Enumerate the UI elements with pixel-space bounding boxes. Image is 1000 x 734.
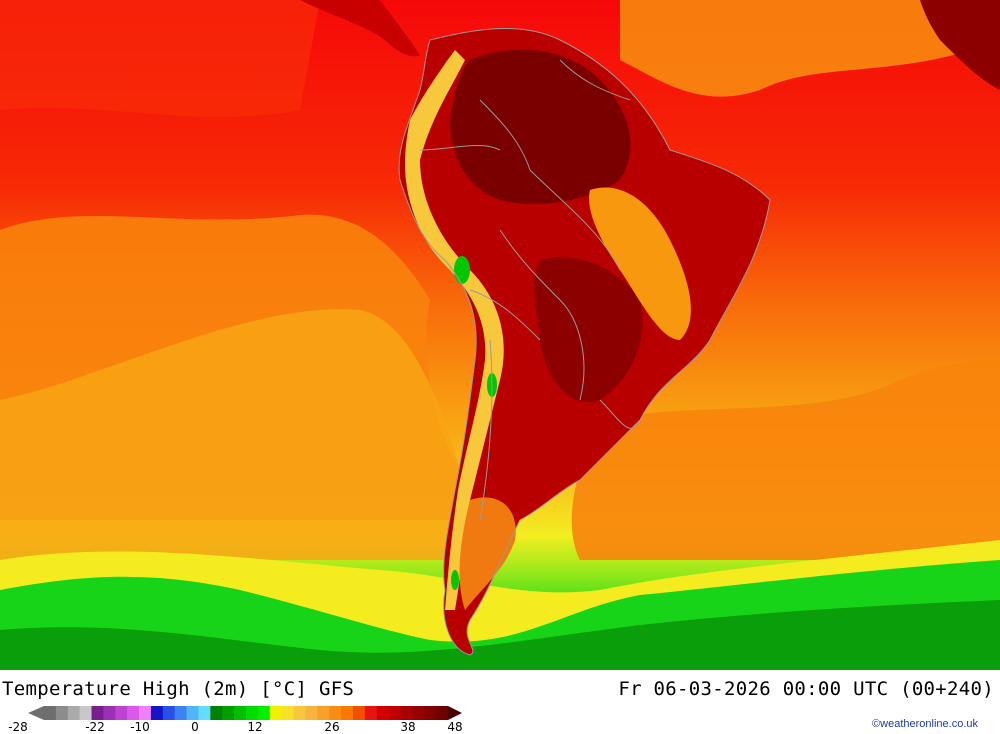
legend-swatch <box>162 706 175 720</box>
legend-tick-label: -28 <box>8 720 28 734</box>
legend-swatch <box>246 706 259 720</box>
legend-swatch <box>400 706 413 720</box>
legend-swatch <box>317 706 330 720</box>
legend-swatch <box>55 706 69 720</box>
legend-tick-label: -22 <box>85 720 105 734</box>
legend-swatch <box>139 706 152 720</box>
temperature-map <box>0 0 1000 670</box>
legend-swatch <box>352 706 366 720</box>
legend-swatch <box>376 706 389 720</box>
legend-swatch <box>436 706 449 720</box>
legend-swatch <box>412 706 425 720</box>
legend-swatch <box>329 706 342 720</box>
legend-swatch <box>174 706 187 720</box>
patagonia-green-spot <box>451 570 459 590</box>
legend-swatch <box>281 706 294 720</box>
atlantic-north-orange <box>620 0 1000 97</box>
legend-tick-label: 48 <box>447 720 463 734</box>
legend-min-arrow <box>28 706 44 720</box>
legend-tick-label: 26 <box>324 720 340 734</box>
legend-swatch <box>222 706 235 720</box>
legend-swatch <box>424 706 437 720</box>
forecast-datetime: Fr 06-03-2026 00:00 UTC (00+240) <box>618 678 994 700</box>
country-borders <box>398 27 771 656</box>
africa-edge-land <box>920 0 1000 90</box>
legend-tick-label: 38 <box>400 720 416 734</box>
legend-tick-label: -10 <box>130 720 150 734</box>
legend-swatch <box>257 706 271 720</box>
legend-swatch <box>44 706 57 720</box>
brazil-plateau <box>589 187 691 340</box>
altiplano-green-spot <box>454 256 470 284</box>
andes-cool-strip <box>405 50 504 610</box>
pacific-amber-zone <box>0 309 460 560</box>
legend-max-arrow <box>448 706 462 720</box>
color-legend <box>28 706 462 720</box>
atlantic-orange-zone <box>571 360 1000 560</box>
amazon-hot-core <box>450 49 631 204</box>
chaco-hot-core <box>534 257 643 402</box>
credit-link[interactable]: ©weatheronline.co.uk <box>872 718 978 730</box>
legend-swatch <box>198 706 211 720</box>
legend-swatch <box>150 706 164 720</box>
legend-swatch <box>364 706 377 720</box>
map-title: Temperature High (2m) [°C] GFS <box>2 678 355 700</box>
pacific-north-orange <box>0 0 320 118</box>
patagonia-zone <box>459 497 516 610</box>
legend-swatch <box>91 706 104 720</box>
legend-swatch <box>186 706 199 720</box>
legend-swatch <box>305 706 318 720</box>
legend-swatch <box>234 706 247 720</box>
legend-swatch <box>293 706 306 720</box>
central-america-land <box>300 0 420 57</box>
southern-darkgreen-band <box>0 600 1000 670</box>
legend-swatch <box>103 706 116 720</box>
legend-tick-label: 0 <box>191 720 199 734</box>
map-footer: Temperature High (2m) [°C] GFS Fr 06-03-… <box>0 670 1000 734</box>
legend-swatch <box>269 706 282 720</box>
legend-swatch <box>388 706 401 720</box>
legend-tick-label: 12 <box>247 720 263 734</box>
legend-swatch <box>341 706 354 720</box>
legend-swatch <box>127 706 140 720</box>
legend-swatch <box>79 706 92 720</box>
legend-swatch <box>67 706 80 720</box>
legend-swatch <box>210 706 223 720</box>
legend-swatch <box>115 706 128 720</box>
